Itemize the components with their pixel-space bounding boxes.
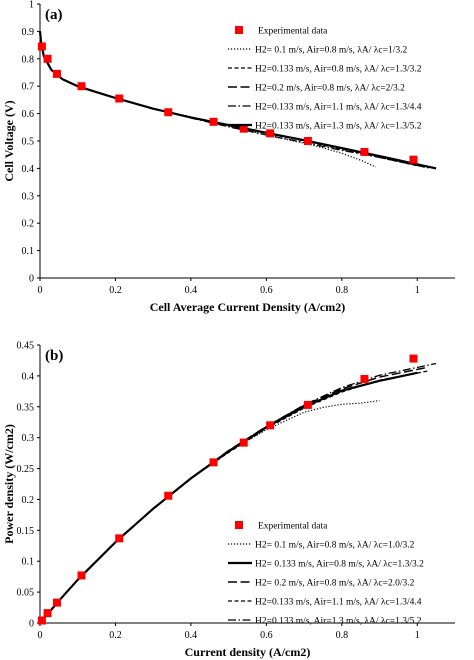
experimental-point <box>303 137 312 145</box>
y-tick-label: 0.2 <box>22 219 35 230</box>
y-tick-label: 0.7 <box>22 82 35 93</box>
series-line-4 <box>39 370 429 624</box>
y-tick-label: 0.8 <box>22 54 35 65</box>
legend-label-4: H2=0.133 m/s, Air=1.1 m/s, λA/ λc=1.3/4.… <box>255 103 422 113</box>
y-tick-label: 0.5 <box>22 137 35 148</box>
legend-label-5: H2=0.133 m/s, Air=1.3 m/s, λA/ λc=1.3/5.… <box>255 617 422 627</box>
chart-a: 0 0.1 0.2 0.3 0.4 0.5 0.6 0.7 0.8 0.9 1 0 0.2 0.4 0.6 0… <box>2 0 455 314</box>
panel-label: (a) <box>45 7 63 23</box>
x-tick-label: 0.8 <box>336 630 349 641</box>
legend-marker-experimental <box>235 26 243 34</box>
x-tick-label: 0.4 <box>185 285 198 296</box>
x-tick-label: 0.6 <box>260 285 273 296</box>
y-tick-label: 0.4 <box>22 164 35 175</box>
legend-label-1: H2= 0.1 m/s, Air=0.8 m/s, λA/ λc=1.0/3.2 <box>255 541 415 551</box>
y-tick-label: 0.3 <box>22 433 35 444</box>
legend-label-5: H2=0.133 m/s, Air=1.3 m/s, λA/ λc=1.3/5.… <box>255 122 422 132</box>
legend: Experimental data H2= 0.1 m/s, Air=0.8 m/… <box>228 26 422 132</box>
y-tick-label: 0.3 <box>22 191 35 202</box>
experimental-point <box>209 117 218 126</box>
y-tick-label: 0 <box>29 619 34 630</box>
y-tick-label: 0.1 <box>22 557 35 568</box>
y-tick-label: 0.35 <box>17 402 35 413</box>
y-tick-label: 1 <box>29 0 34 11</box>
panel-label: (b) <box>45 348 63 364</box>
legend-label-3: H2=0.2 m/s, Air=0.8 m/s, λA/ λc=2/3.2 <box>255 84 405 94</box>
y-tick-label: 0.15 <box>17 526 35 537</box>
experimental-point <box>43 54 52 63</box>
experimental-point <box>52 69 61 78</box>
legend-label-2: H2=0.133 m/s, Air=0.8 m/s, λA/ λc=1.3/3.… <box>255 65 422 75</box>
x-tick-label: 0 <box>38 630 43 641</box>
experimental-point <box>115 94 124 103</box>
y-tick-label: 0.1 <box>22 246 35 257</box>
x-tick-label: 1 <box>415 285 420 296</box>
experimental-point <box>239 124 248 133</box>
series-line-5 <box>38 31 437 170</box>
y-tick-label: 0.05 <box>17 588 35 599</box>
legend-marker-experimental <box>235 521 243 529</box>
x-tick-label: 0 <box>38 285 43 296</box>
y-tick-label: 0.25 <box>17 464 35 475</box>
experimental-point <box>239 438 248 447</box>
experimental-point <box>37 42 46 51</box>
y-tick-label: 0.2 <box>22 495 35 506</box>
series-line-1 <box>39 400 380 624</box>
experimental-point <box>409 155 418 164</box>
experimental-point <box>266 129 275 138</box>
y-tick-label: 0.4 <box>22 371 35 382</box>
x-tick-label: 0.6 <box>260 630 273 641</box>
experimental-point <box>77 571 86 580</box>
legend-label-1: H2= 0.1 m/s, Air=0.8 m/s, λA/ λc=1/3.2 <box>255 46 407 56</box>
experimental-point <box>266 421 275 430</box>
experimental-point <box>360 374 369 383</box>
experimental-point <box>77 82 86 91</box>
experimental-point <box>409 354 418 363</box>
experimental-point <box>164 108 173 117</box>
experimental-point <box>360 147 369 156</box>
x-tick-label: 0.2 <box>109 630 122 641</box>
experimental-point <box>164 491 173 500</box>
y-axis-label: Power density (W/cm2) <box>2 424 16 544</box>
legend-label-experimental: Experimental data <box>258 522 328 532</box>
legend-label-3: H2= 0.2 m/s, Air=0.8 m/s, λA/ λc=2.0/3.2 <box>255 579 415 589</box>
y-tick-label: 0.6 <box>22 109 35 120</box>
experimental-point <box>303 400 312 409</box>
x-tick-label: 0.2 <box>109 285 122 296</box>
experimental-point <box>37 616 46 625</box>
legend: Experimental data H2= 0.1 m/s, Air=0.8 m/… <box>228 521 424 627</box>
x-axis-label: Cell Average Current Density (A/cm2) <box>150 300 346 314</box>
x-tick-label: 0.4 <box>185 630 198 641</box>
experimental-point <box>209 458 218 467</box>
y-tick-label: 0 <box>29 274 34 285</box>
experimental-point <box>43 609 52 618</box>
legend-label-4: H2=0.133 m/s, Air=1.1 m/s, λA/ λc=1.3/4.… <box>255 598 422 608</box>
experimental-point <box>115 534 124 543</box>
chart-b: 0 0.05 0.1 0.15 0.2 0.25 0.3 0.35 0.4 0.45 0 0.2 0.4… <box>2 341 455 659</box>
y-axis-label: Cell Voltage (V) <box>2 100 16 181</box>
experimental-point <box>52 598 61 607</box>
y-tick-label: 0.45 <box>17 341 35 352</box>
x-tick-label: 0.8 <box>336 285 349 296</box>
y-tick-label: 0.9 <box>22 27 35 38</box>
legend-label-2: H2= 0.133 m/s, Air=0.8 m/s, λA/ λc=1.3/3… <box>255 560 424 570</box>
x-tick-label: 1 <box>415 630 420 641</box>
x-axis-label: Current density (A/cm2) <box>185 645 311 659</box>
legend-label-experimental: Experimental data <box>258 27 328 37</box>
